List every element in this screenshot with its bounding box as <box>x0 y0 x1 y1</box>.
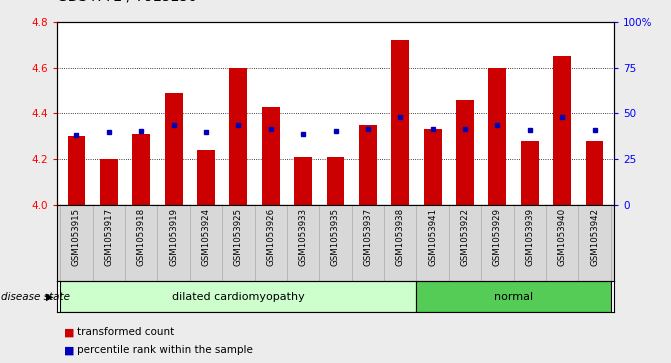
Text: ■: ■ <box>64 345 74 355</box>
Text: GSM1053925: GSM1053925 <box>234 208 243 266</box>
Bar <box>359 125 377 205</box>
Text: GSM1053933: GSM1053933 <box>299 208 307 266</box>
Text: ■: ■ <box>64 327 74 337</box>
Text: percentile rank within the sample: percentile rank within the sample <box>77 345 253 355</box>
Bar <box>456 100 474 205</box>
Text: GSM1053919: GSM1053919 <box>169 208 178 266</box>
Bar <box>327 157 344 205</box>
Bar <box>391 40 409 205</box>
Bar <box>197 150 215 205</box>
Text: GSM1053935: GSM1053935 <box>331 208 340 266</box>
Text: GSM1053939: GSM1053939 <box>525 208 534 266</box>
Text: ▶: ▶ <box>46 292 54 302</box>
Text: GSM1053915: GSM1053915 <box>72 208 81 266</box>
Bar <box>521 141 539 205</box>
Text: GSM1053938: GSM1053938 <box>396 208 405 266</box>
Text: GSM1053926: GSM1053926 <box>266 208 275 266</box>
Text: transformed count: transformed count <box>77 327 174 337</box>
Bar <box>554 56 571 205</box>
Text: GSM1053941: GSM1053941 <box>428 208 437 266</box>
Bar <box>60 281 417 312</box>
Bar <box>294 157 312 205</box>
Bar <box>423 130 442 205</box>
Bar <box>164 93 183 205</box>
Text: GSM1053940: GSM1053940 <box>558 208 566 266</box>
Bar <box>100 159 117 205</box>
Bar <box>586 141 603 205</box>
Text: disease state: disease state <box>1 292 70 302</box>
Bar <box>132 134 150 205</box>
Text: GSM1053929: GSM1053929 <box>493 208 502 266</box>
Text: GSM1053942: GSM1053942 <box>590 208 599 266</box>
Text: normal: normal <box>494 292 533 302</box>
Bar <box>262 107 280 205</box>
Bar <box>488 68 507 205</box>
Bar <box>68 136 85 205</box>
Text: GSM1053917: GSM1053917 <box>105 208 113 266</box>
Text: GSM1053918: GSM1053918 <box>137 208 146 266</box>
Text: GSM1053937: GSM1053937 <box>364 208 372 266</box>
Bar <box>229 68 248 205</box>
Text: GSM1053922: GSM1053922 <box>460 208 470 266</box>
Text: GSM1053924: GSM1053924 <box>201 208 211 266</box>
Text: GDS4772 / 7925250: GDS4772 / 7925250 <box>57 0 197 4</box>
Bar <box>417 281 611 312</box>
Text: dilated cardiomyopathy: dilated cardiomyopathy <box>172 292 305 302</box>
